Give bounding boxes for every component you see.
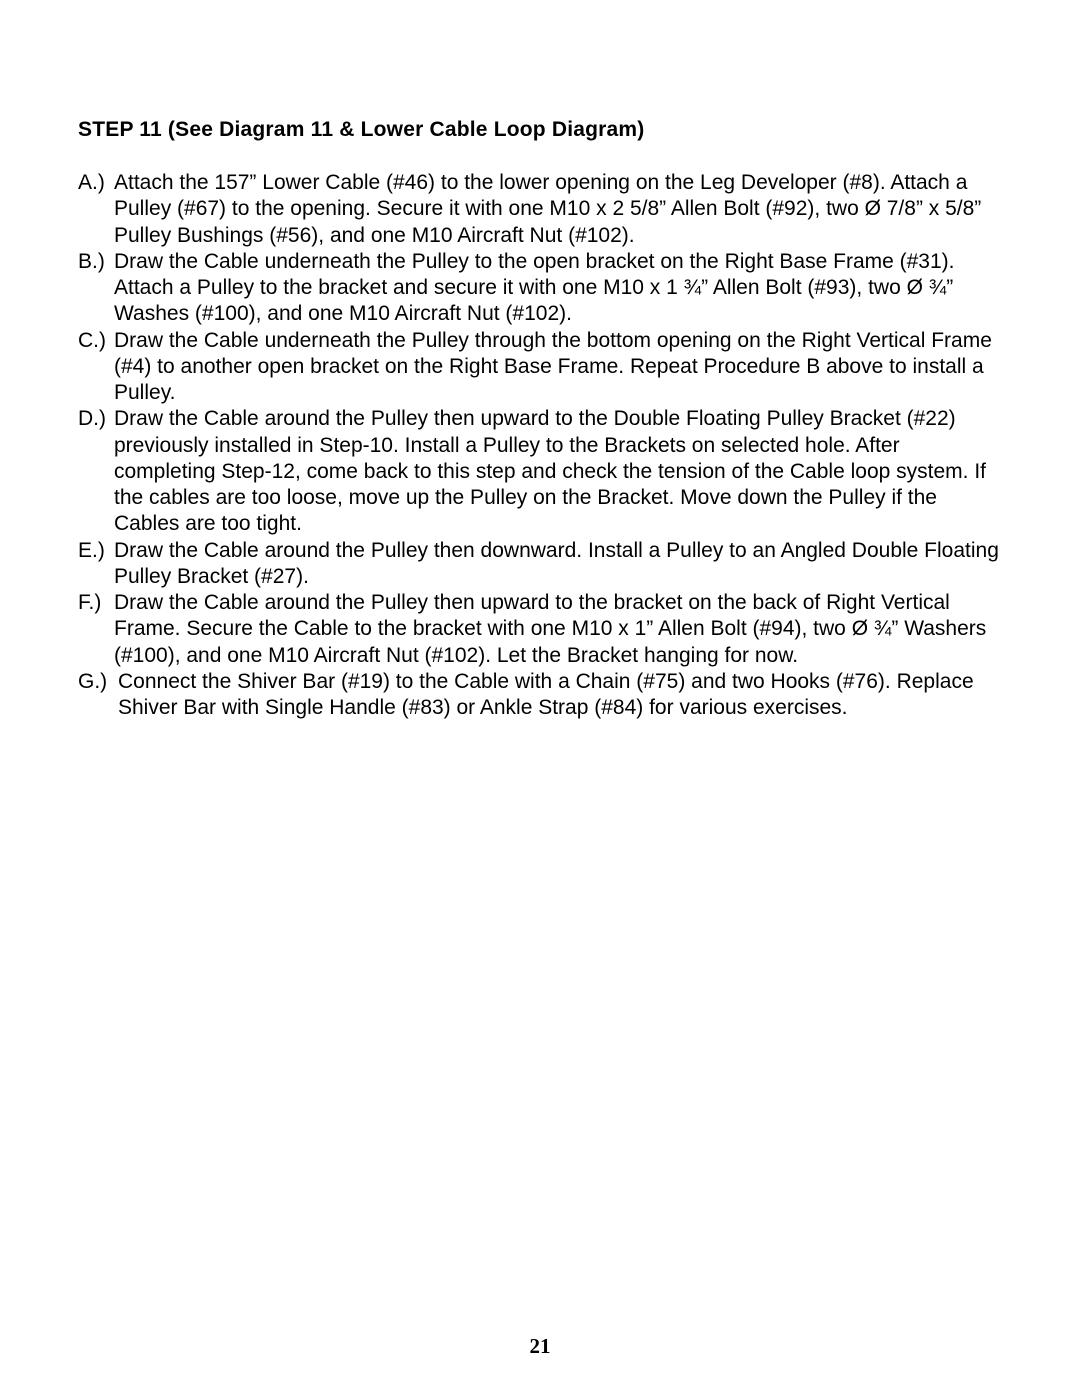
instruction-list: A.) Attach the 157” Lower Cable (#46) to… <box>78 170 1002 721</box>
document-page: STEP 11 (See Diagram 11 & Lower Cable Lo… <box>0 0 1080 1397</box>
list-marker: F.) <box>78 590 114 669</box>
list-item: E.) Draw the Cable around the Pulley the… <box>78 538 1002 591</box>
page-number: 21 <box>0 1334 1080 1359</box>
list-marker: D.) <box>78 406 114 537</box>
list-item: G.) Connect the Shiver Bar (#19) to the … <box>78 669 1002 722</box>
list-marker: C.) <box>78 328 114 407</box>
list-text: Connect the Shiver Bar (#19) to the Cabl… <box>118 669 1002 722</box>
list-text: Draw the Cable underneath the Pulley to … <box>114 249 1002 328</box>
list-text: Draw the Cable underneath the Pulley thr… <box>114 328 1002 407</box>
list-item: C.) Draw the Cable underneath the Pulley… <box>78 328 1002 407</box>
list-item: A.) Attach the 157” Lower Cable (#46) to… <box>78 170 1002 249</box>
list-item: B.) Draw the Cable underneath the Pulley… <box>78 249 1002 328</box>
list-item: F.) Draw the Cable around the Pulley the… <box>78 590 1002 669</box>
list-marker: G.) <box>78 669 118 722</box>
list-text: Attach the 157” Lower Cable (#46) to the… <box>114 170 1002 249</box>
list-text: Draw the Cable around the Pulley then up… <box>114 590 1002 669</box>
list-text: Draw the Cable around the Pulley then up… <box>114 406 1002 537</box>
list-item: D.) Draw the Cable around the Pulley the… <box>78 406 1002 537</box>
list-marker: E.) <box>78 538 114 591</box>
step-title: STEP 11 (See Diagram 11 & Lower Cable Lo… <box>78 118 1002 142</box>
list-marker: A.) <box>78 170 114 249</box>
list-marker: B.) <box>78 249 114 328</box>
list-text: Draw the Cable around the Pulley then do… <box>114 538 1002 591</box>
